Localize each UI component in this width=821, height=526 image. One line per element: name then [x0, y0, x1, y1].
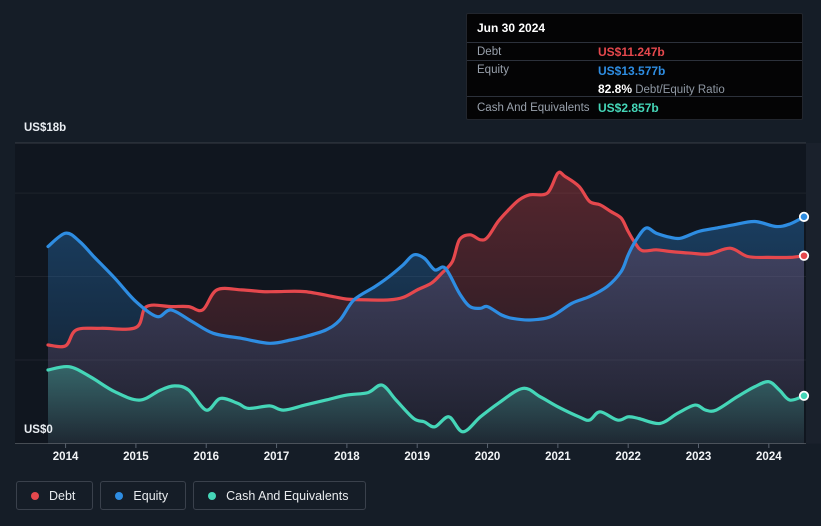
y-axis-label-min: US$0 — [24, 424, 53, 436]
equity-line — [46, 215, 806, 345]
y-axis-label-max: US$18b — [24, 122, 67, 134]
debt-line — [46, 170, 806, 349]
tooltip-cash-row: Cash And Equivalents US$2.857b — [467, 97, 802, 119]
legend-item-equity[interactable]: Equity — [100, 481, 187, 510]
x-tick-label: 2020 — [475, 451, 501, 463]
x-tick-label: 2016 — [193, 451, 219, 463]
tooltip-cash-value: US$2.857b — [598, 101, 659, 115]
debt-series-dot-icon — [31, 491, 39, 500]
x-tick-label: 2019 — [404, 451, 430, 463]
x-tick-label: 2017 — [264, 451, 290, 463]
equity-area — [48, 216, 804, 444]
tooltip-equity-value: US$13.577b — [598, 64, 666, 78]
cash-series-dot-icon — [208, 491, 217, 500]
ratio-label: Debt/Equity Ratio — [635, 84, 725, 96]
equity-series-dot-icon — [115, 491, 124, 500]
tooltip-equity-row: Equity US$13.577b 82.8% Debt/Equity Rati… — [467, 61, 802, 97]
x-tick-label: 2015 — [123, 451, 149, 463]
legend-item-cash[interactable]: Cash And Equivalents — [193, 481, 367, 510]
chart-tooltip: Jun 30 2024 Debt US$11.247b Equity US$13… — [466, 13, 803, 120]
x-tick-label: 2022 — [615, 451, 641, 463]
legend-item-label: Equity — [133, 488, 169, 503]
x-tick-label: 2023 — [686, 451, 712, 463]
tooltip-debt-value: US$11.247b — [598, 44, 665, 59]
plot-right-band — [806, 143, 821, 444]
cash-and-equivalents-line — [46, 364, 806, 434]
x-tick-label: 2014 — [53, 451, 79, 463]
tooltip-equity-label: Equity — [477, 64, 509, 76]
cash-and-equivalents-endpoint-dot — [798, 390, 810, 401]
x-tick-label: 2024 — [756, 451, 782, 463]
legend-item-label: Debt — [49, 488, 76, 503]
ratio-value: 82.8% — [598, 82, 633, 96]
x-tick-label: 2018 — [334, 451, 360, 463]
legend-item-debt[interactable]: Debt — [16, 481, 94, 510]
equity-endpoint-dot — [798, 211, 810, 222]
cash-and-equivalents-area — [48, 366, 804, 444]
tooltip-debt-equity-ratio: 82.8% Debt/Equity Ratio — [598, 78, 725, 96]
debt-endpoint-dot — [798, 250, 810, 261]
tooltip-debt-row: Debt US$11.247b — [467, 43, 802, 61]
legend-item-label: Cash And Equivalents — [226, 488, 349, 503]
x-tick-label: 2021 — [545, 451, 571, 463]
tooltip-debt-label: Debt — [477, 45, 502, 58]
tooltip-cash-label: Cash And Equivalents — [477, 102, 590, 114]
tooltip-date: Jun 30 2024 — [467, 14, 802, 43]
chart-legend: Debt Equity Cash And Equivalents — [16, 481, 367, 510]
